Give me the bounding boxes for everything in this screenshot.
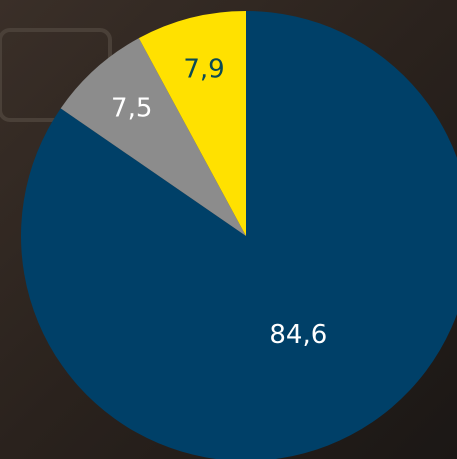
- data-label: 7,9: [183, 55, 224, 85]
- pie-slice: [138, 11, 246, 236]
- pie-slice: [60, 38, 246, 236]
- data-label: 84,6: [269, 320, 327, 350]
- pie: 84,6 7,5 7,9: [21, 11, 457, 459]
- data-label: 7,5: [111, 93, 152, 123]
- pie-slice: [21, 11, 457, 459]
